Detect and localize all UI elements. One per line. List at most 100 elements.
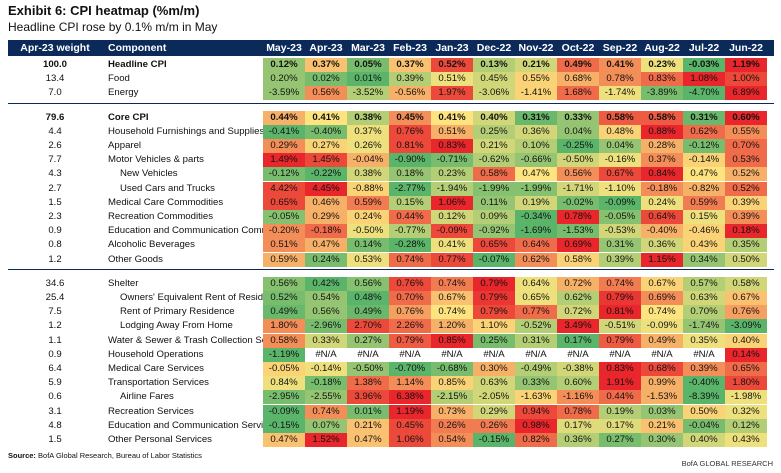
month-header: Mar-23	[351, 42, 385, 54]
heatmap-cell: 0.70%	[683, 305, 725, 320]
heatmap-cell: -0.09%	[599, 195, 641, 210]
heatmap-cell: 0.35%	[725, 238, 767, 253]
heatmap-cell: 0.40%	[683, 433, 725, 447]
heatmap-cell: 0.25%	[473, 333, 515, 348]
heatmap-cell: 0.74%	[641, 305, 683, 320]
heatmap-cell: 0.45%	[389, 418, 431, 433]
weight-cell: 13.4	[45, 73, 65, 85]
heatmap-cell: 0.17%	[599, 418, 641, 433]
month-header: Nov-22	[518, 42, 554, 54]
heatmap-cell: 0.88%	[641, 124, 683, 139]
heatmap-cell: 0.39%	[599, 252, 641, 267]
weight-cell: 4.4	[48, 125, 62, 137]
heatmap-cell: 0.47%	[515, 167, 557, 182]
heatmap-cell: #N/A	[557, 347, 599, 362]
heatmap-cell: -0.15%	[473, 433, 515, 447]
heatmap-cell: -3.59%	[263, 86, 305, 101]
heatmap-cell: 0.21%	[641, 418, 683, 433]
weight-cell: 0.9	[48, 225, 62, 237]
component-header: Component	[108, 42, 167, 54]
heatmap-cell: 2.26%	[389, 319, 431, 334]
heatmap-cell: 0.62%	[515, 252, 557, 267]
heatmap-cell: -3.06%	[473, 86, 515, 101]
heatmap-cell: 0.51%	[431, 124, 473, 139]
heatmap-cell: -0.03%	[683, 58, 725, 72]
table-row: 3.1 Recreation Services -0.09% 0.74% 0.01% 1.…	[8, 404, 774, 419]
heatmap-cell: 0.45%	[389, 110, 431, 125]
heatmap-cell: 1.10%	[473, 319, 515, 334]
heatmap-cell: 0.56%	[263, 276, 305, 291]
heatmap-cell: 0.07%	[305, 418, 347, 433]
source-label: Source:	[8, 451, 36, 460]
heatmap-cell: 0.68%	[641, 362, 683, 376]
month-header: May-23	[266, 42, 302, 54]
heatmap-cell: 0.69%	[641, 291, 683, 305]
heatmap-cell: 0.74%	[431, 276, 473, 291]
heatmap-cell: 0.51%	[263, 238, 305, 253]
heatmap-cell: -0.34%	[515, 210, 557, 224]
heatmap-cell: 0.18%	[389, 167, 431, 182]
heatmap-cell: -0.04%	[683, 418, 725, 433]
heatmap-cell: 0.67%	[725, 291, 767, 305]
heatmap-cell: 0.52%	[431, 58, 473, 72]
heatmap-cell: 0.02%	[305, 72, 347, 87]
heatmap-cell: 0.42%	[305, 276, 347, 291]
heatmap-cell: 0.78%	[599, 72, 641, 87]
heatmap-cell: 0.98%	[515, 418, 557, 433]
table-row: 25.4 Owners' Equivalent Rent of Residence…	[8, 291, 774, 305]
weight-cell: 1.5	[48, 196, 62, 208]
heatmap-cell: 0.54%	[431, 433, 473, 447]
heatmap-cell: #N/A	[641, 347, 683, 362]
heatmap-cell: 0.72%	[557, 276, 599, 291]
heatmap-cell: 0.18%	[725, 224, 767, 239]
weight-cell: 2.7	[48, 182, 62, 194]
heatmap-cell: -2.77%	[389, 181, 431, 196]
section-divider	[8, 102, 774, 104]
heatmap-cell: -1.53%	[641, 390, 683, 405]
heatmap-cell: -0.05%	[599, 210, 641, 224]
component-cell: Food	[108, 73, 130, 85]
heatmap-cell: 0.41%	[431, 238, 473, 253]
heatmap-cell: 0.84%	[641, 167, 683, 182]
weight-cell: 1.2	[48, 253, 62, 265]
heatmap-cell: 0.47%	[683, 167, 725, 182]
heatmap-cell: 0.19%	[515, 195, 557, 210]
heatmap-cell: 0.31%	[515, 110, 557, 125]
heatmap-cell: 1.97%	[431, 86, 473, 101]
component-cell: Headline CPI	[108, 59, 167, 70]
heatmap-cell: 1.14%	[389, 376, 431, 391]
weight-cell: 7.7	[48, 154, 62, 166]
heatmap-cell: -0.62%	[473, 153, 515, 168]
component-cell: Education and Communication Commodities	[108, 225, 298, 237]
heatmap-cell: 0.55%	[515, 72, 557, 87]
table-row: 5.9 Transportation Services 0.84% -0.18% 1.3…	[8, 376, 774, 391]
heatmap-cell: -2.05%	[473, 390, 515, 405]
heatmap-cell: -3.89%	[641, 86, 683, 101]
component-cell: Motor Vehicles & parts	[108, 154, 204, 166]
heatmap-cell: 0.33%	[305, 333, 347, 348]
weight-cell: 7.5	[48, 306, 62, 318]
heatmap-cell: 0.36%	[515, 124, 557, 139]
heatmap-cell: 0.81%	[599, 305, 641, 320]
heatmap-cell: 0.21%	[347, 418, 389, 433]
weight-cell: 1.5	[48, 434, 62, 445]
heatmap-cell: 0.46%	[305, 195, 347, 210]
table-row: 7.7 Motor Vehicles & parts 1.49% 1.45% -0.04…	[8, 153, 774, 168]
heatmap-cell: 0.85%	[431, 376, 473, 391]
heatmap-cell: 1.52%	[305, 433, 347, 447]
weight-cell: 25.4	[45, 292, 65, 303]
table-row: 4.4 Household Furnishings and Supplies -0.…	[8, 124, 774, 139]
heatmap-cell: 0.24%	[641, 195, 683, 210]
heatmap-cell: 0.74%	[599, 276, 641, 291]
heatmap-cell: 0.13%	[473, 58, 515, 72]
heatmap-cell: 0.44%	[599, 390, 641, 405]
heatmap-cell: 0.49%	[557, 58, 599, 72]
heatmap-cell: 0.56%	[305, 86, 347, 101]
heatmap-cell: 0.49%	[641, 333, 683, 348]
heatmap-cell: 1.00%	[725, 72, 767, 87]
table-row: 0.6 Airline Fares -2.95% -2.55% 3.96% 6.38% -2…	[8, 390, 774, 405]
heatmap-cell: 0.30%	[641, 433, 683, 447]
heatmap-cell: 1.45%	[305, 153, 347, 168]
heatmap-cell: 0.45%	[473, 72, 515, 87]
component-cell: Water & Sewer & Trash Collection Service…	[108, 334, 293, 346]
